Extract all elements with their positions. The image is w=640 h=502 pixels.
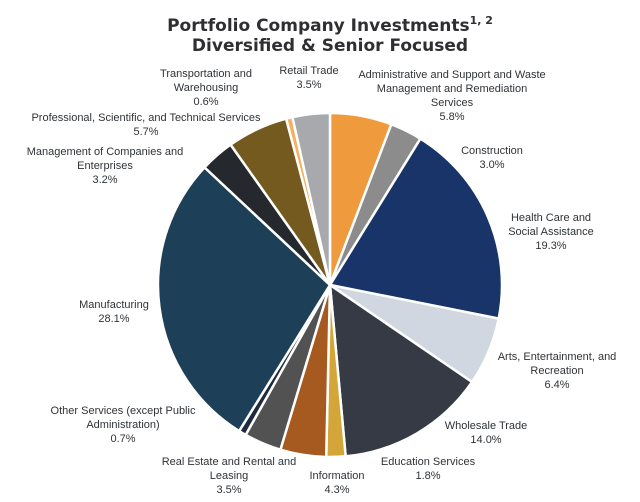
slice-label-name-line: Real Estate and Rental and [161, 456, 297, 468]
slice-label-percent: 14.0% [470, 434, 502, 446]
slice-label-name-line: Health Care and [510, 212, 592, 224]
slice-label-6: Information 4.3% [309, 469, 364, 497]
slice-label-name-line: Enterprises [77, 160, 133, 172]
pie-slice-2 [328, 137, 504, 320]
slice-label-4: Wholesale Trade 14.0% [445, 419, 528, 447]
slice-label-5: Education Services 1.8% [381, 455, 475, 483]
slice-label-percent: 6.4% [544, 379, 570, 391]
slice-label-percent: 3.0% [479, 159, 505, 171]
slice-label-name-line: Other Services (except Public [50, 405, 196, 417]
slice-label-name-line: Construction [461, 145, 523, 157]
slice-label-percent: 1.8% [415, 470, 441, 482]
slice-label-percent: 4.3% [324, 484, 350, 496]
slice-label-1: Construction 3.0% [461, 144, 523, 172]
slice-label-2: Health Care and Social Assistance 19.3% [508, 211, 594, 253]
slice-label-9: Manufacturing 28.1% [79, 298, 149, 326]
slice-label-name-line: Wholesale Trade [444, 420, 528, 432]
slice-label-11: Professional, Scientific, and Technical … [31, 111, 260, 139]
slice-label-percent: 3.2% [92, 174, 118, 186]
slice-label-13: Retail Trade 3.5% [279, 64, 338, 92]
chart-title-line-1: Portfolio Company Investments1, 2 [0, 14, 640, 36]
slice-label-percent: 0.7% [110, 433, 136, 445]
slice-label-name-line: Arts, Entertainment, and [497, 351, 617, 363]
slice-label-name-line: Professional, Scientific, and Technical … [31, 112, 261, 124]
slice-label-name-line: Administration) [86, 419, 160, 431]
chart-subtitle-text: Diversified & Senior Focused [191, 36, 469, 56]
slice-label-name-line: Management of Companies and [26, 146, 184, 158]
slice-label-7: Real Estate and Rental and Leasing 3.5% [162, 455, 297, 497]
slice-label-12: Transportation and Warehousing 0.6% [160, 67, 252, 109]
slice-label-name-line: Social Assistance [508, 226, 594, 238]
slice-label-name-line: Leasing [209, 470, 249, 482]
slice-label-percent: 3.5% [216, 484, 242, 496]
pie-slice-9 [156, 166, 332, 433]
slice-label-name-line: Services [430, 97, 474, 109]
slice-label-3: Arts, Entertainment, and Recreation 6.4% [498, 350, 617, 392]
slice-label-percent: 28.1% [98, 313, 130, 325]
chart-title-line-2: Diversified & Senior Focused [0, 36, 640, 56]
slice-label-percent: 0.6% [193, 96, 219, 108]
slice-label-name-line: Manufacturing [79, 299, 149, 311]
slice-label-10: Management of Companies and Enterprises 3.… [27, 145, 184, 187]
slice-label-8: Other Services (except Public Administrat… [51, 404, 196, 446]
slice-label-name-line: Administrative and Support and Waste [358, 69, 546, 81]
slice-label-percent: 5.7% [133, 126, 159, 138]
chart-title-footnote: 1, 2 [469, 14, 493, 27]
slice-label-name-line: Warehousing [173, 82, 239, 94]
slice-label-percent: 5.8% [439, 111, 465, 123]
slice-label-name-line: Transportation and [160, 68, 252, 80]
pie-slice-13 [291, 111, 332, 287]
slice-label-percent: 3.5% [296, 79, 322, 91]
pie-slice-4 [328, 283, 474, 458]
slice-label-0: Administrative and Support and Waste Mana… [358, 68, 545, 124]
slice-label-name-line: Education Services [380, 456, 476, 468]
slice-label-name-line: Retail Trade [279, 65, 339, 77]
chart-title-text: Portfolio Company Investments [167, 16, 470, 36]
slice-label-percent: 19.3% [535, 240, 567, 252]
slice-label-name-line: Management and Remediation [376, 83, 528, 95]
slice-label-name-line: Information [309, 470, 365, 482]
slice-label-name-line: Recreation [530, 365, 584, 377]
